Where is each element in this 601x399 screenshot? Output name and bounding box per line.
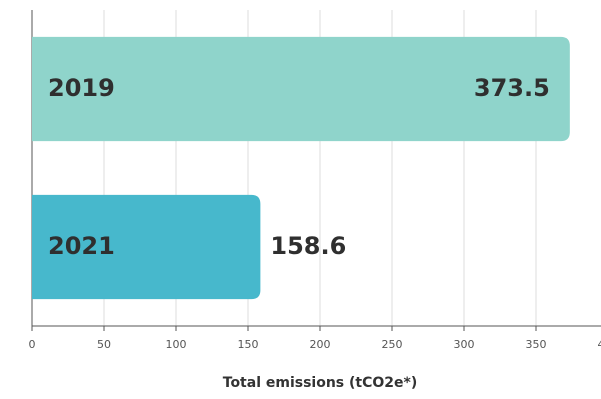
x-tick-label: 400 xyxy=(598,338,601,351)
x-tick-label: 200 xyxy=(310,338,331,351)
x-tick-label: 0 xyxy=(29,338,36,351)
x-tick-label: 250 xyxy=(382,338,403,351)
x-tick-label: 50 xyxy=(97,338,111,351)
x-tick-label: 150 xyxy=(238,338,259,351)
category-label: 2021 xyxy=(48,232,115,260)
value-label: 158.6 xyxy=(270,232,346,260)
x-axis-label: Total emissions (tCO2e*) xyxy=(223,375,417,391)
value-label: 373.5 xyxy=(474,74,550,102)
x-tick-label: 100 xyxy=(166,338,187,351)
category-label: 2019 xyxy=(48,74,115,102)
bar xyxy=(32,36,570,142)
x-tick-label: 350 xyxy=(526,338,547,351)
bar xyxy=(32,194,261,300)
x-tick-label: 300 xyxy=(454,338,475,351)
